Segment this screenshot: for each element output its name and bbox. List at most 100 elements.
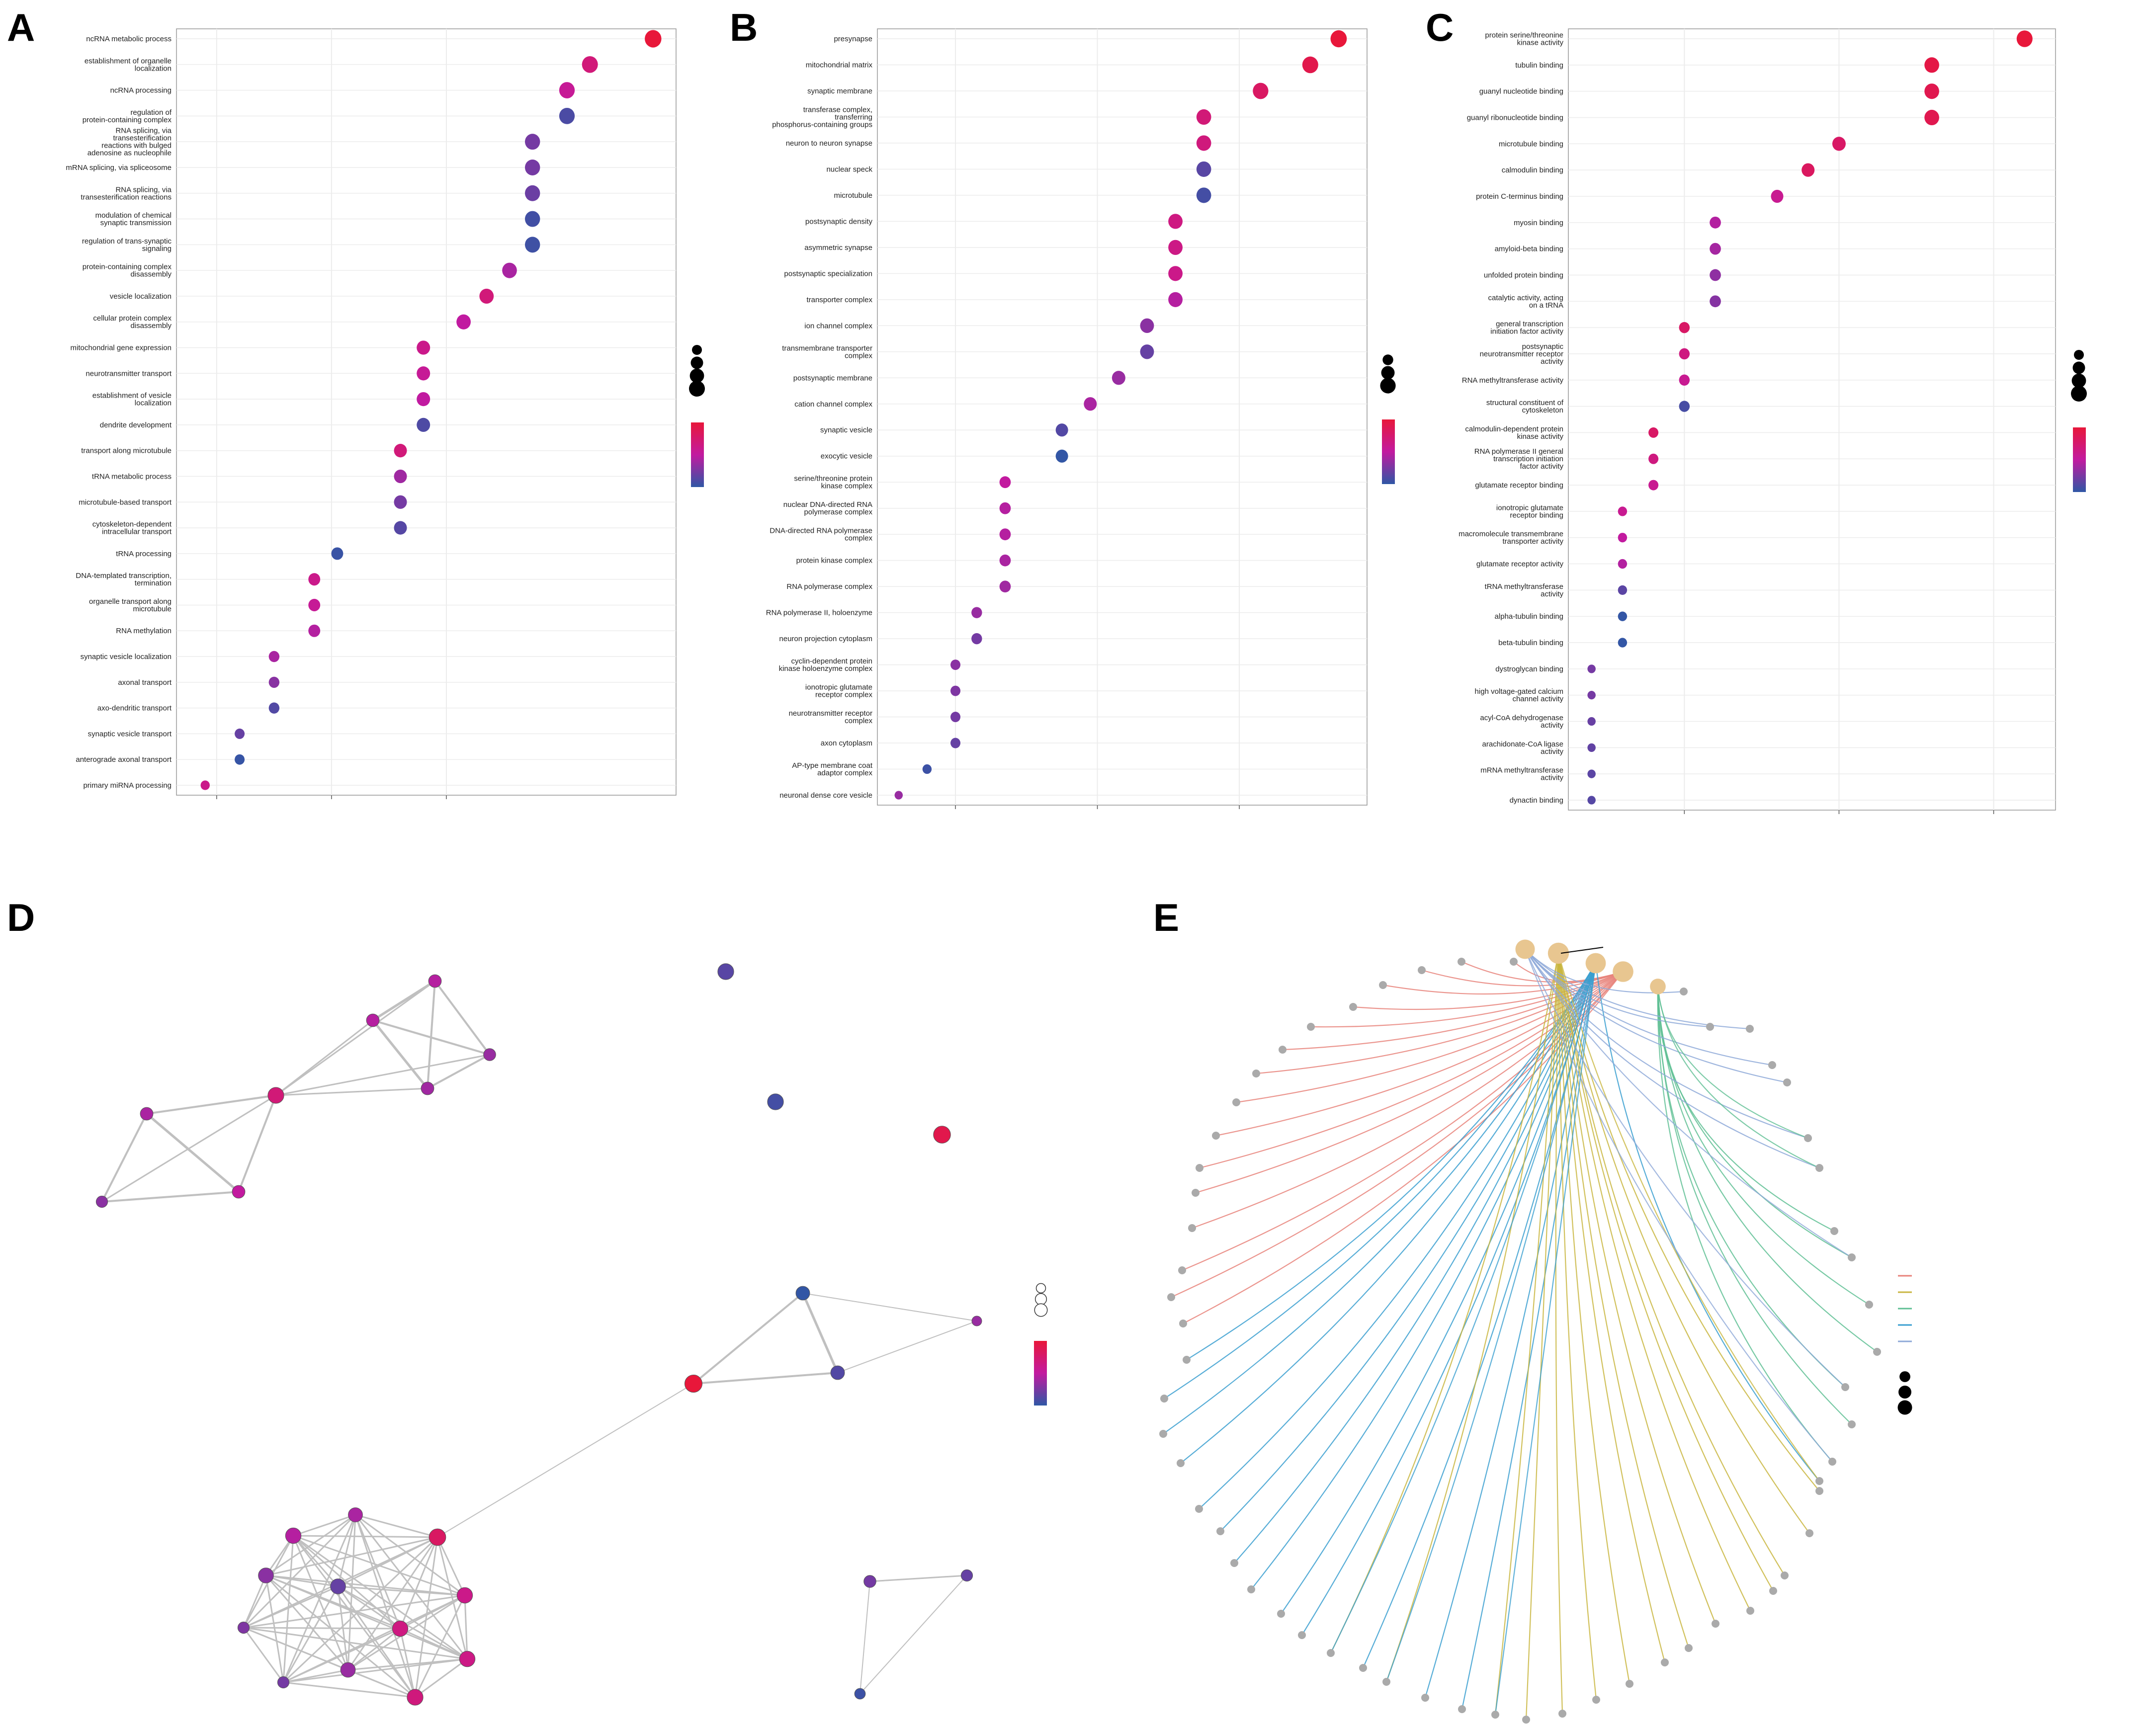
term-node bbox=[863, 1575, 876, 1588]
gene-node bbox=[1828, 1458, 1836, 1466]
network-edge bbox=[859, 1581, 870, 1694]
gene-category-edge bbox=[1301, 963, 1597, 1636]
network-edge bbox=[347, 1628, 401, 1671]
term-label: calmodulin binding bbox=[1502, 166, 1563, 174]
gene-node bbox=[1746, 1025, 1754, 1033]
term-dot bbox=[1140, 344, 1154, 359]
term-dot bbox=[1112, 371, 1125, 385]
gene-node bbox=[1746, 1607, 1754, 1615]
gene-category-edge bbox=[1461, 963, 1597, 1710]
gene-category-edge bbox=[1382, 971, 1624, 995]
term-dot bbox=[1832, 137, 1846, 151]
term-dot bbox=[417, 417, 430, 432]
term-dot bbox=[1679, 401, 1690, 412]
term-label: regulation of trans-synaptic signaling bbox=[82, 237, 172, 253]
network-edge bbox=[355, 1514, 438, 1538]
term-dot bbox=[950, 685, 961, 696]
size-legend-dot bbox=[1899, 1371, 1910, 1382]
panel-b-go-cc-dotplot: presynapse mitochondrial matrix synaptic m… bbox=[766, 28, 1396, 809]
term-label: arachidonate-CoA ligase activity bbox=[1482, 740, 1564, 756]
term-dot bbox=[950, 738, 961, 748]
term-dot bbox=[1302, 56, 1318, 74]
plot-area bbox=[1568, 28, 2056, 811]
term-dot bbox=[417, 340, 430, 355]
network-edge bbox=[283, 1628, 401, 1683]
gene-category-edge bbox=[1199, 963, 1597, 1509]
term-dot bbox=[1587, 743, 1596, 752]
gene-node bbox=[1179, 1320, 1187, 1327]
term-dot bbox=[1168, 266, 1183, 281]
term-label: transmembrane transporter complex bbox=[782, 344, 872, 360]
network-edge bbox=[437, 1383, 694, 1538]
term-node bbox=[483, 1048, 496, 1061]
network-edge bbox=[265, 1574, 465, 1596]
gene-node bbox=[1382, 1678, 1390, 1686]
term-dot bbox=[1196, 109, 1211, 125]
gene-node bbox=[1685, 1644, 1693, 1652]
network-edge bbox=[243, 1594, 465, 1629]
gene-category-edge bbox=[1657, 986, 1833, 1462]
gene-category-edge bbox=[1525, 949, 1820, 1169]
network-edge bbox=[243, 1575, 267, 1628]
term-dot bbox=[1924, 57, 1939, 73]
term-dot bbox=[950, 712, 961, 723]
size-legend-dot bbox=[690, 356, 703, 369]
term-dot bbox=[1618, 559, 1628, 569]
gene-node bbox=[1510, 958, 1518, 966]
term-label: catalytic activity, acting on a tRNA bbox=[1488, 294, 1563, 310]
term-dot bbox=[999, 476, 1011, 489]
term-label: cellular protein complex disassembly bbox=[93, 314, 172, 330]
term-node bbox=[392, 1620, 409, 1637]
term-node bbox=[421, 1081, 434, 1095]
term-node bbox=[459, 1651, 476, 1667]
term-dot bbox=[268, 702, 280, 714]
gene-category-edge bbox=[1557, 953, 1785, 1576]
gene-category-edge bbox=[1525, 949, 1788, 1083]
network-edge bbox=[275, 1087, 428, 1096]
network-edge bbox=[692, 1292, 804, 1385]
term-label: mRNA splicing, via spliceosome bbox=[66, 164, 172, 172]
network-edge bbox=[372, 1019, 490, 1056]
term-dot bbox=[200, 780, 210, 790]
gene-category-edge bbox=[1657, 986, 1835, 1232]
gene-node bbox=[1349, 1003, 1357, 1011]
term-dot bbox=[1648, 427, 1659, 438]
term-label: protein C-terminus binding bbox=[1476, 192, 1563, 201]
color-legend-bar bbox=[691, 422, 704, 487]
term-node bbox=[140, 1107, 154, 1121]
term-node bbox=[95, 1195, 108, 1208]
term-label: neuron to neuron synapse bbox=[786, 139, 872, 148]
term-label: neurotransmitter transport bbox=[86, 369, 172, 378]
term-dot bbox=[1168, 292, 1183, 307]
gene-category-edge bbox=[1164, 963, 1596, 1399]
gene-node bbox=[1592, 1696, 1600, 1704]
term-label: nuclear speck bbox=[826, 165, 872, 173]
term-dot bbox=[1587, 664, 1596, 673]
term-dot bbox=[1710, 243, 1721, 255]
gene-node bbox=[1491, 1711, 1499, 1719]
presynapse-label-leader bbox=[1560, 947, 1604, 954]
gene-node bbox=[1177, 1459, 1185, 1467]
term-node bbox=[767, 1093, 784, 1110]
plot-area bbox=[176, 28, 677, 796]
gene-node bbox=[1815, 1487, 1823, 1495]
network-edge bbox=[801, 1292, 839, 1374]
term-label: establishment of organelle localization bbox=[85, 57, 172, 73]
gene-node bbox=[1195, 1505, 1203, 1513]
term-dot bbox=[894, 791, 903, 800]
term-label: neuronal dense core vesicle bbox=[779, 791, 872, 800]
panel-a-go-bp-dotplot: ncRNA metabolic process establishment of … bbox=[66, 28, 705, 799]
network-edge bbox=[436, 1537, 466, 1596]
term-label: ion channel complex bbox=[804, 322, 872, 330]
network-edge bbox=[338, 1585, 465, 1596]
term-dot bbox=[1618, 533, 1628, 543]
term-label: cytoskeleton-dependent intracellular tran… bbox=[92, 520, 172, 536]
term-label: neuron projection cytoplasm bbox=[779, 635, 872, 643]
size-legend-dot bbox=[1381, 366, 1395, 380]
term-label: calmodulin-dependent protein kinase activ… bbox=[1465, 425, 1563, 441]
gene-category-edge bbox=[1557, 953, 1717, 1624]
gene-node bbox=[1279, 1046, 1287, 1054]
term-dot bbox=[1055, 449, 1068, 463]
network-edge bbox=[238, 1095, 277, 1192]
network-edge bbox=[436, 1537, 468, 1659]
